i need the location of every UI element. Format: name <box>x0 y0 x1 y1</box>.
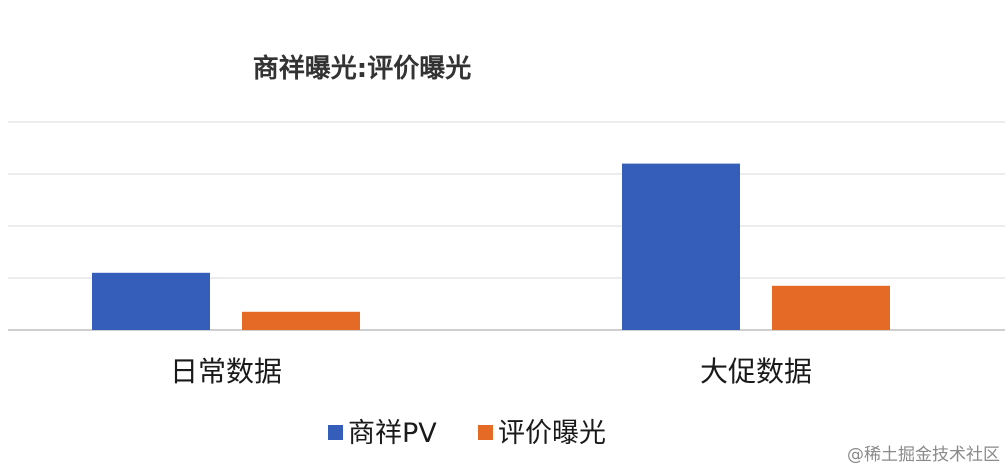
bar-series-1-daily <box>92 272 210 330</box>
bar-series-2-daily <box>242 311 360 330</box>
category-label: 大促数据 <box>700 355 812 388</box>
legend-swatch <box>328 425 343 440</box>
bar-series-1-promo <box>622 163 740 330</box>
legend: 商祥PV 评价曝光 <box>328 418 606 449</box>
legend-label: 商祥PV <box>348 418 437 449</box>
category-label: 日常数据 <box>170 355 282 388</box>
category-labels: 日常数据 大促数据 <box>170 355 812 388</box>
chart-title: 商祥曝光:评价曝光 <box>253 53 471 84</box>
legend-swatch <box>478 425 493 440</box>
watermark-text: @稀土掘金技术社区 <box>847 445 1000 465</box>
bar-series-2-promo <box>772 285 890 330</box>
legend-label: 评价曝光 <box>498 418 606 449</box>
bars <box>92 163 890 330</box>
